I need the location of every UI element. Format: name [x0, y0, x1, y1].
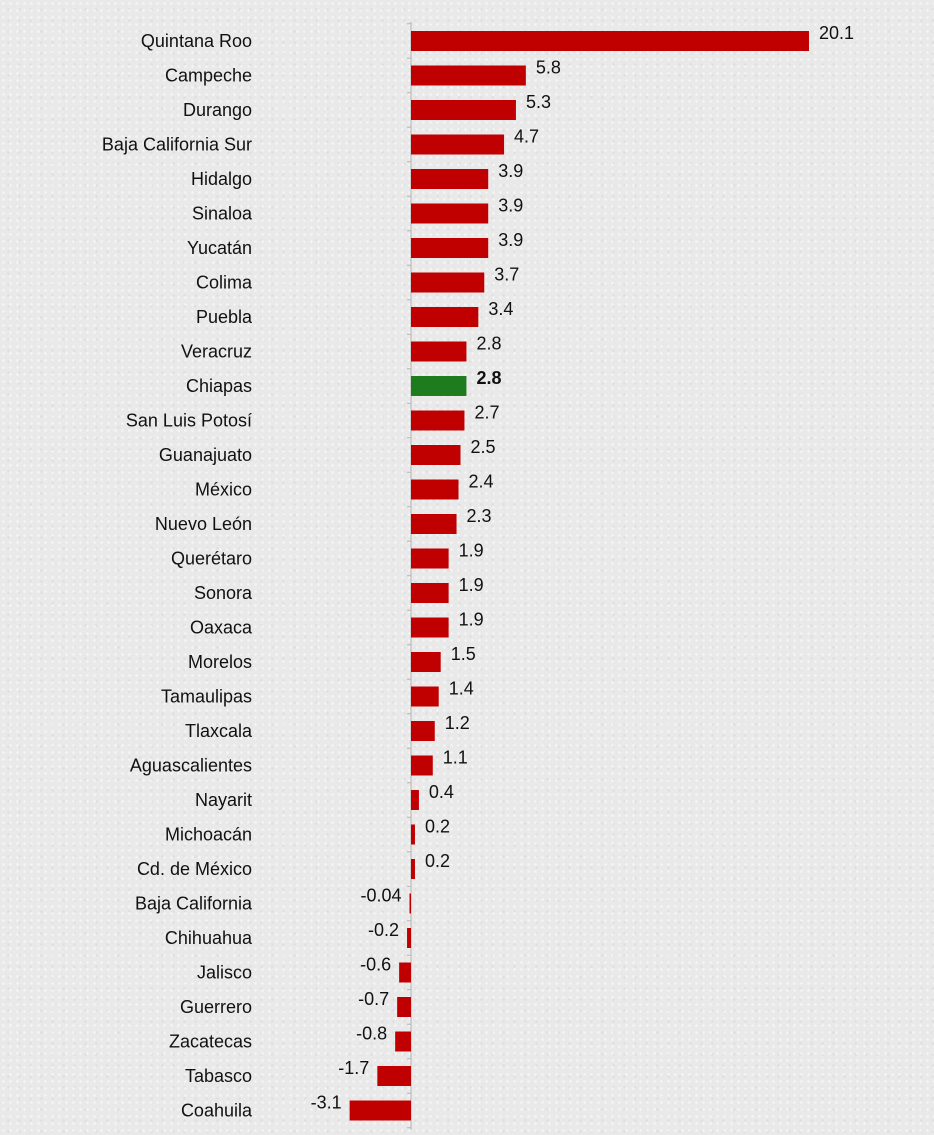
bar — [411, 445, 461, 465]
value-label: 1.2 — [445, 713, 470, 733]
category-label: Guanajuato — [159, 445, 252, 465]
bar — [411, 583, 449, 603]
value-label: 0.2 — [425, 817, 450, 837]
bar — [411, 65, 526, 86]
value-label: 2.5 — [471, 437, 496, 457]
value-label: 1.5 — [451, 644, 476, 664]
category-label: Nayarit — [195, 790, 252, 810]
value-label: 3.9 — [498, 230, 523, 250]
value-label: 0.2 — [425, 851, 450, 871]
bar — [411, 514, 457, 534]
bar — [407, 928, 411, 948]
bar — [411, 272, 485, 293]
category-label: Veracruz — [181, 342, 252, 362]
category-label: Tlaxcala — [185, 721, 253, 741]
value-label: -0.2 — [368, 920, 399, 940]
value-label: 5.3 — [526, 92, 551, 112]
value-label: 1.4 — [449, 679, 474, 699]
category-label: Hidalgo — [191, 169, 252, 189]
category-label: Puebla — [196, 307, 253, 327]
bar — [411, 721, 435, 741]
category-label: Oaxaca — [190, 618, 253, 638]
category-label: Nuevo León — [155, 514, 252, 534]
value-label: -3.1 — [311, 1093, 342, 1113]
bar-highlight — [411, 376, 467, 396]
category-label: Coahuila — [181, 1101, 253, 1121]
category-label: Aguascalientes — [130, 756, 252, 776]
value-label: 1.1 — [443, 748, 468, 768]
category-label: Chiapas — [186, 376, 252, 396]
value-label: 2.7 — [474, 403, 499, 423]
category-label: Durango — [183, 100, 252, 120]
value-label: 2.4 — [469, 472, 494, 492]
bar — [377, 1066, 411, 1086]
bar — [411, 100, 516, 120]
value-label: 2.8 — [476, 368, 501, 388]
bar — [411, 824, 415, 845]
category-label: Sonora — [194, 583, 253, 603]
category-label: Yucatán — [187, 238, 252, 258]
value-label: 3.7 — [494, 265, 519, 285]
category-label: Chihuahua — [165, 928, 253, 948]
category-label: Jalisco — [197, 963, 252, 983]
bar — [411, 790, 419, 810]
value-label: 20.1 — [819, 23, 854, 43]
category-label: Colima — [196, 273, 253, 293]
bar — [411, 548, 449, 569]
value-label: -0.6 — [360, 955, 391, 975]
bar — [399, 962, 411, 983]
category-label: Campeche — [165, 66, 252, 86]
value-label: 1.9 — [459, 610, 484, 630]
bar — [411, 31, 809, 51]
category-label: Tamaulipas — [161, 687, 252, 707]
bar — [411, 238, 489, 258]
value-label: 5.8 — [536, 58, 561, 78]
value-label: 3.4 — [488, 299, 513, 319]
bar — [411, 410, 465, 431]
bar — [411, 307, 479, 327]
category-label: Michoacán — [165, 825, 252, 845]
value-label: 3.9 — [498, 196, 523, 216]
category-label: Querétaro — [171, 549, 252, 569]
value-label: 3.9 — [498, 161, 523, 181]
value-label: -0.04 — [360, 886, 401, 906]
bar — [411, 134, 505, 155]
category-label: Cd. de México — [137, 859, 252, 879]
bar — [411, 341, 467, 362]
bar — [411, 652, 441, 672]
category-label: Guerrero — [180, 997, 252, 1017]
bar — [411, 203, 489, 224]
value-label: -0.8 — [356, 1024, 387, 1044]
value-label: 4.7 — [514, 127, 539, 147]
category-label: Sinaloa — [192, 204, 253, 224]
bar — [411, 617, 449, 638]
bar — [395, 1031, 411, 1052]
category-label: Quintana Roo — [141, 31, 252, 51]
category-label: Morelos — [188, 652, 252, 672]
category-label: Baja California Sur — [102, 135, 252, 155]
bar — [397, 997, 411, 1017]
bar — [349, 1100, 411, 1121]
bar — [411, 686, 439, 707]
value-label: 0.4 — [429, 782, 454, 802]
category-label: San Luis Potosí — [126, 411, 252, 431]
value-label: -1.7 — [338, 1058, 369, 1078]
category-label: Baja California — [135, 894, 253, 914]
bar — [409, 893, 411, 914]
value-label: 1.9 — [459, 541, 484, 561]
category-label: México — [195, 480, 252, 500]
bar — [411, 169, 489, 189]
value-label: 1.9 — [459, 575, 484, 595]
value-label: -0.7 — [358, 989, 389, 1009]
bar — [411, 479, 459, 500]
value-label: 2.8 — [476, 334, 501, 354]
category-label: Zacatecas — [169, 1032, 252, 1052]
category-label: Tabasco — [185, 1066, 252, 1086]
bar — [411, 755, 433, 776]
bar — [411, 859, 415, 879]
value-label: 2.3 — [467, 506, 492, 526]
